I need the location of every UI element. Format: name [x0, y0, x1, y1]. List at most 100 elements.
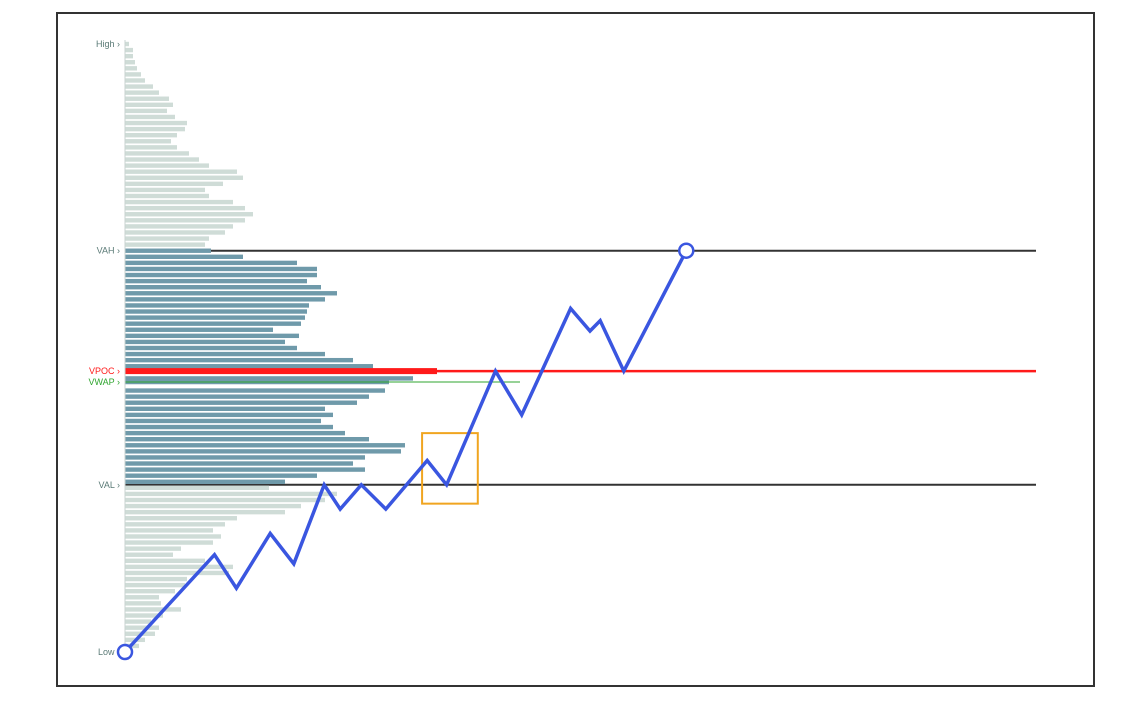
profile-bar	[125, 485, 269, 491]
profile-bar	[125, 285, 321, 290]
vah-label: VAH ›	[97, 246, 120, 256]
profile-bar	[125, 248, 211, 253]
profile-bar	[125, 546, 181, 551]
low-label: Low ›	[98, 647, 120, 657]
price-path-layer	[116, 242, 695, 661]
profile-bar	[125, 424, 333, 430]
profile-bar	[125, 582, 185, 588]
vpoc-lines	[125, 368, 1036, 383]
profile-bar	[125, 175, 243, 180]
price-path-line	[123, 249, 688, 654]
profile-bar	[125, 272, 317, 278]
val-label: VAL ›	[98, 480, 120, 490]
profile-bar	[125, 418, 321, 424]
profile-bar	[125, 291, 337, 296]
profile-bar	[125, 242, 205, 247]
profile-bar	[125, 333, 299, 339]
profile-bar	[125, 199, 233, 205]
volume-profile-chart: High › VAH › VPOC ›VWAP › VAL › Low ›	[88, 39, 1036, 661]
profile-bar	[125, 540, 213, 545]
profile-bar	[125, 120, 187, 126]
profile-bar	[125, 528, 213, 533]
profile-bar	[125, 66, 137, 71]
profile-bar	[125, 376, 413, 381]
vpoc-label: VPOC ›	[89, 366, 120, 376]
highlight-box-layer	[421, 432, 479, 505]
profile-bar	[125, 327, 273, 332]
profile-bar	[125, 430, 345, 436]
profile-bar	[125, 503, 301, 509]
profile-bar	[125, 443, 405, 448]
profile-bar	[125, 601, 161, 606]
profile-bar	[125, 260, 297, 266]
profile-bar	[125, 570, 229, 576]
profile-bar	[125, 455, 365, 460]
profile-bar	[125, 212, 253, 217]
profile-bar	[125, 254, 243, 259]
profile-bar	[125, 400, 357, 405]
profile-bar	[125, 230, 225, 235]
profile-bar	[125, 47, 133, 53]
profile-bar	[125, 145, 177, 150]
profile-bar	[125, 394, 369, 399]
chart-frame: High › VAH › VPOC › VWAP › VAL › Low ›	[56, 12, 1095, 687]
profile-bar	[125, 345, 297, 351]
profile-bar	[125, 41, 129, 47]
profile-bar	[125, 266, 317, 272]
profile-bar	[125, 126, 185, 132]
profile-bar	[125, 169, 237, 174]
profile-bar	[125, 297, 325, 302]
profile-bar	[125, 53, 133, 59]
profile-bar	[125, 315, 305, 320]
profile-bar	[125, 114, 175, 120]
profile-bar	[125, 163, 209, 168]
profile-bar	[125, 619, 151, 624]
profile-bar	[125, 473, 317, 478]
profile-bar	[125, 309, 307, 314]
profile-bar	[125, 497, 325, 503]
profile-bar	[125, 151, 189, 156]
profile-bar	[125, 479, 285, 484]
profile-bar	[125, 437, 369, 442]
profile-bar	[125, 236, 209, 241]
profile-bar	[125, 412, 333, 418]
profile-bar	[125, 595, 159, 600]
profile-bar	[125, 534, 221, 539]
profile-bar	[125, 449, 401, 454]
profile-bar	[125, 357, 353, 363]
profile-bar	[125, 60, 135, 65]
profile-bar	[125, 491, 337, 497]
profile-bar	[125, 406, 325, 411]
profile-bar	[125, 576, 187, 582]
profile-bar	[125, 625, 159, 630]
high-label: High ›	[96, 39, 120, 49]
profile-bar	[125, 321, 301, 326]
profile-bar	[125, 78, 145, 83]
profile-bar	[125, 613, 163, 618]
profile-bar	[125, 339, 285, 345]
profile-bar	[125, 157, 199, 162]
level-labels: High › VAH › VPOC ›VWAP › VAL › Low ›	[88, 39, 120, 657]
profile-bar	[125, 388, 385, 393]
profile-bar	[125, 509, 285, 515]
profile-bar	[125, 187, 205, 193]
profile-bar	[125, 96, 169, 101]
profile-bar	[125, 351, 325, 357]
profile-bar	[125, 467, 365, 472]
profile-bar	[125, 461, 353, 466]
profile-bar	[125, 193, 209, 199]
profile-bar	[125, 224, 233, 229]
profile-bar	[125, 522, 225, 527]
profile-bar	[125, 564, 233, 570]
profile-bar	[125, 72, 141, 77]
profile-bar	[125, 589, 175, 594]
price-path-end-point	[678, 242, 695, 259]
profile-bar	[125, 607, 181, 612]
profile-bar	[125, 364, 373, 369]
profile-bar	[125, 108, 167, 114]
profile-bar	[125, 552, 173, 557]
profile-bar	[125, 558, 205, 563]
profile-bar	[125, 90, 159, 95]
profile-bar	[125, 516, 237, 521]
profile-bar	[125, 139, 171, 144]
